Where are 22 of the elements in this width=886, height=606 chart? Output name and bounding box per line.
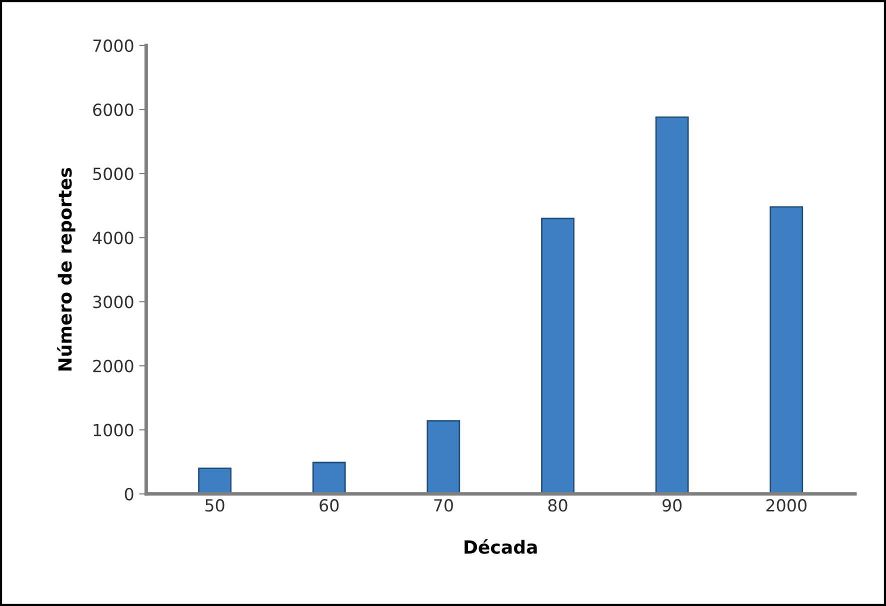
- x-tick-label: 90: [662, 499, 682, 512]
- x-tick-label: 2000: [766, 499, 806, 512]
- bar: [312, 462, 346, 494]
- x-tick-label: 70: [434, 499, 453, 512]
- x-tick-label: 50: [205, 499, 224, 512]
- y-tick-label: 4000: [92, 232, 134, 244]
- x-tick-label: 60: [320, 499, 339, 512]
- bar: [426, 420, 460, 494]
- y-tick-label: 1000: [94, 424, 134, 436]
- bar: [198, 468, 232, 494]
- x-axis-title: Década: [464, 539, 537, 554]
- y-tick-label: 6000: [93, 103, 134, 116]
- y-tick-label: 3000: [93, 296, 134, 308]
- bar: [770, 206, 804, 494]
- y-tick-label: 7000: [93, 39, 134, 52]
- y-axis-title: Número de reportes: [57, 168, 76, 371]
- x-tick-label: 80: [548, 499, 568, 512]
- bar: [655, 116, 689, 494]
- y-tick-label: 0: [124, 488, 134, 500]
- y-tick-label: 2000: [93, 360, 134, 372]
- bar: [541, 218, 574, 494]
- y-tick-label: 5000: [93, 168, 134, 180]
